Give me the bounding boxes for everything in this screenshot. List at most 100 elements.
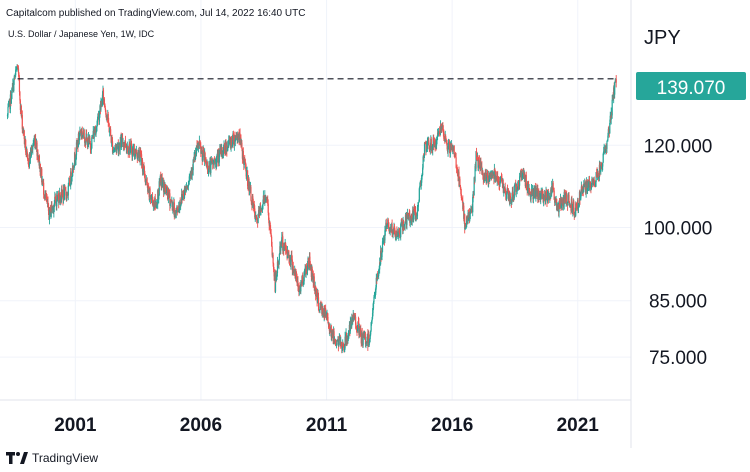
candle-body xyxy=(270,229,272,234)
candle-body xyxy=(157,190,159,200)
candle-body xyxy=(95,130,97,135)
candle-body xyxy=(465,226,467,228)
candle-body xyxy=(455,167,458,169)
candle-body xyxy=(577,206,580,208)
candle-body xyxy=(341,347,343,349)
candle-body xyxy=(199,144,201,147)
candle-body xyxy=(184,187,186,189)
candle-body xyxy=(84,137,86,143)
candle-body xyxy=(436,136,438,140)
candle-body xyxy=(98,114,101,122)
candle-body xyxy=(259,206,262,211)
candle-body xyxy=(603,151,605,154)
candle-body xyxy=(38,155,40,169)
candle-body xyxy=(478,160,481,166)
candle-body xyxy=(188,176,190,182)
candle-body xyxy=(130,143,132,149)
candle-body xyxy=(553,190,555,200)
candle-body xyxy=(327,323,330,325)
candle-body xyxy=(11,88,13,100)
candle-body xyxy=(166,186,169,195)
candle-body xyxy=(560,198,562,207)
candle-body xyxy=(133,148,136,158)
candle-body xyxy=(423,155,425,159)
candle-body xyxy=(354,316,357,325)
candle-body xyxy=(566,193,568,205)
candle-body xyxy=(104,108,106,111)
candle-body xyxy=(500,176,502,181)
candle-body xyxy=(389,228,391,232)
candle-body xyxy=(395,237,397,239)
candle-body xyxy=(130,143,132,145)
candle-body xyxy=(544,199,547,201)
candle-body xyxy=(587,182,590,187)
candle-body xyxy=(453,146,455,155)
candle-body xyxy=(291,255,293,260)
candle-body xyxy=(371,321,373,323)
candle-body xyxy=(470,208,472,212)
candle-body xyxy=(275,276,278,279)
candle-body xyxy=(212,160,214,165)
candle-body xyxy=(469,211,471,215)
candle-body xyxy=(347,338,349,342)
candle-body xyxy=(174,215,176,217)
candle-body xyxy=(575,203,577,208)
candle-body xyxy=(207,169,210,174)
candle-body xyxy=(246,172,248,177)
candle-body xyxy=(149,188,151,197)
candle-body xyxy=(104,103,106,109)
candle-body xyxy=(68,182,70,186)
footer-brand[interactable]: TradingView xyxy=(6,451,98,465)
candle-body xyxy=(121,137,124,144)
candle-body xyxy=(278,260,280,265)
price-axis: 120.000 100.000 85.000 75.000 xyxy=(644,136,713,369)
candle-body xyxy=(250,200,253,205)
candle-body xyxy=(169,200,171,206)
current-price-label: 139.070 xyxy=(657,78,726,99)
candle-body xyxy=(366,341,368,344)
candle-body xyxy=(239,133,241,141)
candle-body xyxy=(57,194,59,200)
candle-body xyxy=(185,186,187,191)
candle-body xyxy=(421,175,423,183)
candle-body xyxy=(465,216,468,227)
candle-body xyxy=(293,270,295,273)
candle-body xyxy=(170,200,172,201)
candle-body xyxy=(47,203,50,212)
candle-body xyxy=(423,143,426,156)
candle-body xyxy=(422,156,424,168)
candle-body xyxy=(297,286,300,290)
candle-body xyxy=(202,155,204,161)
candle-body xyxy=(113,148,116,150)
candle-body xyxy=(183,187,186,198)
candle-body xyxy=(86,137,89,148)
candle-body xyxy=(597,171,599,175)
candle-body xyxy=(197,142,200,149)
candle-body xyxy=(13,80,15,92)
candle-body xyxy=(32,146,34,150)
candle-body xyxy=(231,139,234,147)
candle-body xyxy=(109,130,111,133)
candle-body xyxy=(45,193,47,199)
candle-body xyxy=(489,172,491,180)
candle-body xyxy=(499,180,502,182)
candle-body xyxy=(571,198,573,210)
candle-body xyxy=(243,158,245,165)
y-tick-label: 100.000 xyxy=(644,218,713,239)
candle-body xyxy=(112,151,114,153)
candle-body xyxy=(378,269,380,271)
candle-body xyxy=(501,176,503,183)
candle-body xyxy=(506,189,508,195)
candle-body xyxy=(27,159,30,166)
candle-body xyxy=(602,162,604,167)
candle-body xyxy=(154,197,156,207)
candle-body xyxy=(404,215,407,223)
x-tick-label: 2011 xyxy=(306,415,348,436)
candle-body xyxy=(28,165,30,167)
candle-body xyxy=(50,212,52,217)
candle-body xyxy=(146,181,148,186)
candle-body xyxy=(456,168,458,172)
candle-body xyxy=(142,166,145,170)
candle-body xyxy=(160,176,162,178)
